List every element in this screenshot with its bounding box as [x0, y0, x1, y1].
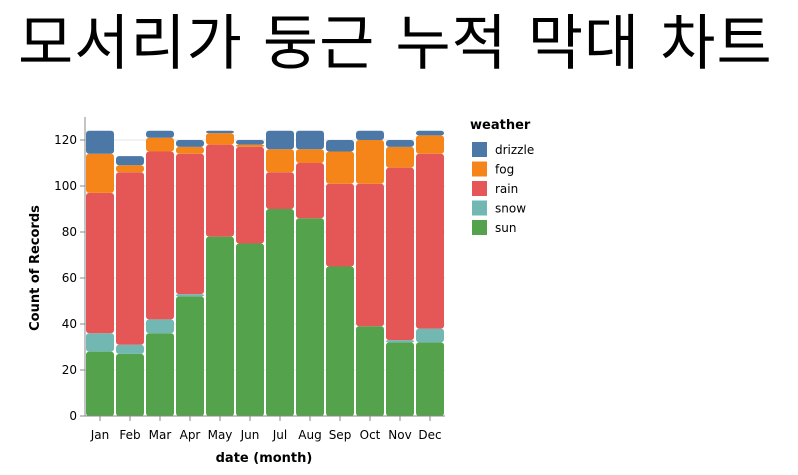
bar-sun-nov [386, 342, 414, 416]
x-axis-title: date (month) [216, 451, 313, 466]
legend-swatch-drizzle [472, 142, 487, 157]
bar-rain-jan [86, 192, 114, 334]
bar-drizzle-aug [296, 130, 324, 150]
x-tick-label: Jun [240, 428, 260, 442]
bar-fog-aug [296, 149, 324, 163]
y-tick-label: 80 [62, 225, 77, 239]
bar-drizzle-sep [326, 140, 354, 152]
y-axis-title: Count of Records [28, 205, 43, 331]
bar-sun-oct [356, 326, 384, 416]
bar-sun-jul [266, 209, 294, 416]
bar-drizzle-nov [386, 140, 414, 147]
bar-sun-dec [416, 342, 444, 416]
bar-fog-jan [86, 153, 114, 193]
legend: weather drizzle fog rain snow sun [470, 118, 534, 235]
bar-drizzle-mar [146, 130, 174, 138]
bar-drizzle-jun [236, 140, 264, 145]
bar-rain-apr [176, 153, 204, 295]
bar-sun-feb [116, 353, 144, 416]
y-tick-label: 20 [62, 363, 77, 377]
y-tick-label: 60 [62, 271, 77, 285]
bar-sun-mar [146, 333, 174, 416]
bar-sun-sep [326, 266, 354, 416]
bar-fog-jun [236, 144, 264, 147]
bar-rain-jun [236, 146, 264, 244]
legend-label-snow: snow [495, 202, 526, 216]
bar-fog-may [206, 133, 234, 145]
bar-rain-nov [386, 167, 414, 341]
x-tick-label: Apr [180, 428, 201, 442]
x-tick-label: Oct [360, 428, 381, 442]
x-tick-label: Mar [149, 428, 172, 442]
x-tick-label: May [208, 428, 233, 442]
bar-sun-jun [236, 243, 264, 416]
bar-drizzle-apr [176, 140, 204, 147]
bar-drizzle-may [206, 130, 234, 134]
bars [86, 130, 444, 416]
bar-snow-apr [176, 294, 204, 297]
bar-drizzle-feb [116, 156, 144, 166]
bar-sun-aug [296, 218, 324, 416]
legend-label-sun: sun [495, 221, 516, 235]
bar-fog-apr [176, 146, 204, 154]
bar-sun-may [206, 236, 234, 416]
x-tick-label: Feb [119, 428, 140, 442]
legend-swatch-rain [472, 181, 487, 196]
bar-fog-mar [146, 137, 174, 152]
y-tick-label: 0 [69, 409, 77, 423]
x-tick-label: Dec [418, 428, 441, 442]
bar-fog-oct [356, 140, 384, 184]
bar-snow-jan [86, 333, 114, 352]
bar-snow-mar [146, 319, 174, 334]
bar-fog-dec [416, 135, 444, 154]
bar-rain-feb [116, 172, 144, 345]
y-tick-label: 120 [54, 133, 77, 147]
x-tick-label: Sep [329, 428, 352, 442]
bar-rain-jul [266, 172, 294, 209]
bar-snow-feb [116, 344, 144, 354]
x-tick-label: Aug [298, 428, 321, 442]
y-tick-label: 40 [62, 317, 77, 331]
bar-fog-nov [386, 146, 414, 168]
bar-sun-apr [176, 296, 204, 416]
bar-rain-aug [296, 163, 324, 219]
bar-drizzle-jul [266, 130, 294, 150]
bar-snow-nov [386, 340, 414, 343]
bar-drizzle-jan [86, 130, 114, 154]
y-tick-label: 100 [54, 179, 77, 193]
legend-title: weather [470, 118, 531, 133]
legend-swatch-sun [472, 220, 487, 235]
legend-swatch-fog [472, 161, 487, 177]
bar-rain-dec [416, 153, 444, 329]
bar-rain-mar [146, 151, 174, 320]
x-tick-label: Jul [272, 428, 287, 442]
bar-fog-feb [116, 165, 144, 173]
x-tick-label: Jan [90, 428, 110, 442]
bar-rain-sep [326, 183, 354, 267]
bar-fog-jul [266, 149, 294, 173]
x-tick-label: Nov [388, 428, 411, 442]
axes: 0 20 40 60 80 100 120 Jan Feb Mar Apr May Jun Jul Aug S… [54, 117, 445, 442]
legend-swatch-snow [472, 200, 487, 216]
bar-sun-jan [86, 351, 114, 416]
bar-rain-oct [356, 183, 384, 327]
legend-label-fog: fog [495, 163, 514, 177]
bar-drizzle-dec [416, 130, 444, 136]
legend-label-drizzle: drizzle [495, 143, 534, 157]
legend-label-rain: rain [495, 182, 518, 196]
bar-fog-sep [326, 151, 354, 184]
bar-rain-may [206, 144, 234, 237]
bar-snow-dec [416, 328, 444, 343]
bar-drizzle-oct [356, 130, 384, 140]
page-title: 모서리가 둥근 누적 막대 차트 [18, 9, 773, 79]
